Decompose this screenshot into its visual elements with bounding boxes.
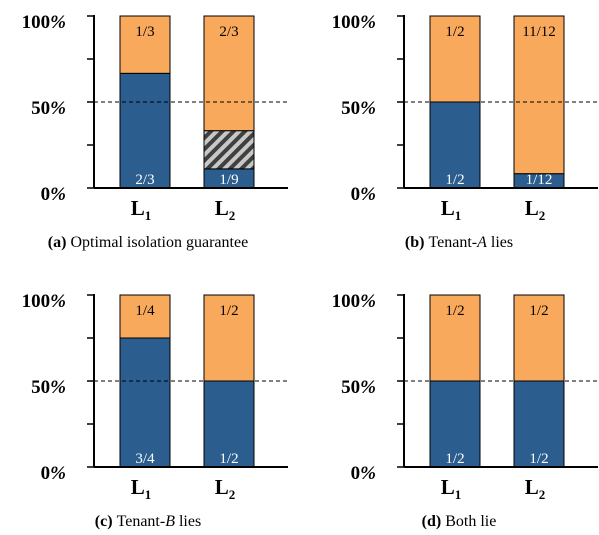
bar-2-label-tenant_b: 11/12: [522, 24, 556, 40]
x-tick-label-L2: L2: [525, 196, 546, 223]
chart-panel-4: 1/2 1/2 1/2 1/2 0% 50% 100% L1 L2 (d) Both lie: [332, 291, 598, 530]
y-tick-label-100pct: 100%: [332, 291, 376, 312]
x-tick-label-L1: L1: [131, 475, 152, 502]
x-tick-label-L2: L2: [215, 196, 236, 223]
y-tick-label-100pct: 100%: [22, 12, 66, 33]
bar-1-segment-tenant_a: [119, 72, 171, 189]
y-tick-label-50pct: 50%: [341, 377, 376, 398]
y-tick-label-0pct: 0%: [351, 463, 376, 484]
bar-2-label-tenant_a: 1/2: [529, 451, 548, 467]
y-tick-label-0pct: 0%: [41, 184, 66, 205]
caption-1: (a) Optimal isolation guarantee: [48, 234, 248, 251]
bar-2-segment-tenant_b: [203, 15, 255, 132]
bar-2-segment-tenant_b: [513, 294, 565, 382]
bar-1-label-tenant_b: 1/3: [135, 24, 154, 40]
bar-1-segment-tenant_b: [429, 294, 481, 382]
caption-3: (c) Tenant-B lies: [95, 513, 201, 530]
bar-1-segment-tenant_b: [119, 294, 171, 339]
bar-1-label-tenant_a: 2/3: [135, 172, 154, 188]
x-tick-label-L1: L1: [441, 196, 462, 223]
chart-panel-3: 3/4 1/4 1/2 1/2 0% 50% 100% L1 L2 (c) Tenant-B li…: [22, 291, 288, 530]
bar-2-label-tenant_b: 1/2: [529, 303, 548, 319]
bar-2-segment-tenant_b: [203, 294, 255, 382]
y-tick-label-100pct: 100%: [22, 291, 66, 312]
bar-1-label-tenant_b: 1/4: [135, 303, 155, 319]
bar-2-label-tenant_a: 1/9: [219, 172, 238, 188]
bar-2-segment-hatch: [203, 130, 255, 170]
bar-1-label-tenant_a: 1/2: [445, 451, 464, 467]
bar-1-label-tenant_b: 1/2: [445, 24, 464, 40]
x-tick-label-L1: L1: [131, 196, 152, 223]
chart-panel-2: 1/2 1/2 1/12 11/12 0% 50% 100% L1 L2 (b) Tenant-A…: [332, 12, 598, 251]
y-tick-label-50pct: 50%: [341, 98, 376, 119]
caption-4: (d) Both lie: [422, 513, 497, 530]
chart-panel-1: 2/3 1/3 1/9 2/3 0% 50% 100% L1 L2 (a) Optimal iso…: [22, 12, 288, 251]
bar-1-label-tenant_a: 3/4: [135, 451, 155, 467]
bar-1-label-tenant_b: 1/2: [445, 303, 464, 319]
x-tick-label-L2: L2: [525, 475, 546, 502]
y-tick-label-100pct: 100%: [332, 12, 376, 33]
bar-1-label-tenant_a: 1/2: [445, 172, 464, 188]
y-tick-label-50pct: 50%: [31, 377, 66, 398]
y-tick-label-50pct: 50%: [31, 98, 66, 119]
y-tick-label-0pct: 0%: [41, 463, 66, 484]
x-tick-label-L2: L2: [215, 475, 236, 502]
bar-2-label-tenant_a: 1/2: [219, 451, 238, 467]
bar-1-segment-tenant_b: [119, 15, 171, 74]
bar-2-label-tenant_a: 1/12: [526, 172, 553, 188]
bar-1-segment-tenant_b: [429, 15, 481, 103]
y-tick-label-0pct: 0%: [351, 184, 376, 205]
bar-1-segment-tenant_a: [119, 337, 171, 468]
x-tick-label-L1: L1: [441, 475, 462, 502]
caption-2: (b) Tenant-A lies: [405, 234, 513, 251]
bar-2-segment-tenant_a: [513, 380, 565, 468]
bar-2-label-tenant_b: 2/3: [219, 24, 238, 40]
bar-1-segment-tenant_a: [429, 380, 481, 468]
bar-2-label-tenant_b: 1/2: [219, 303, 238, 319]
bar-2-segment-tenant_b: [513, 15, 565, 175]
